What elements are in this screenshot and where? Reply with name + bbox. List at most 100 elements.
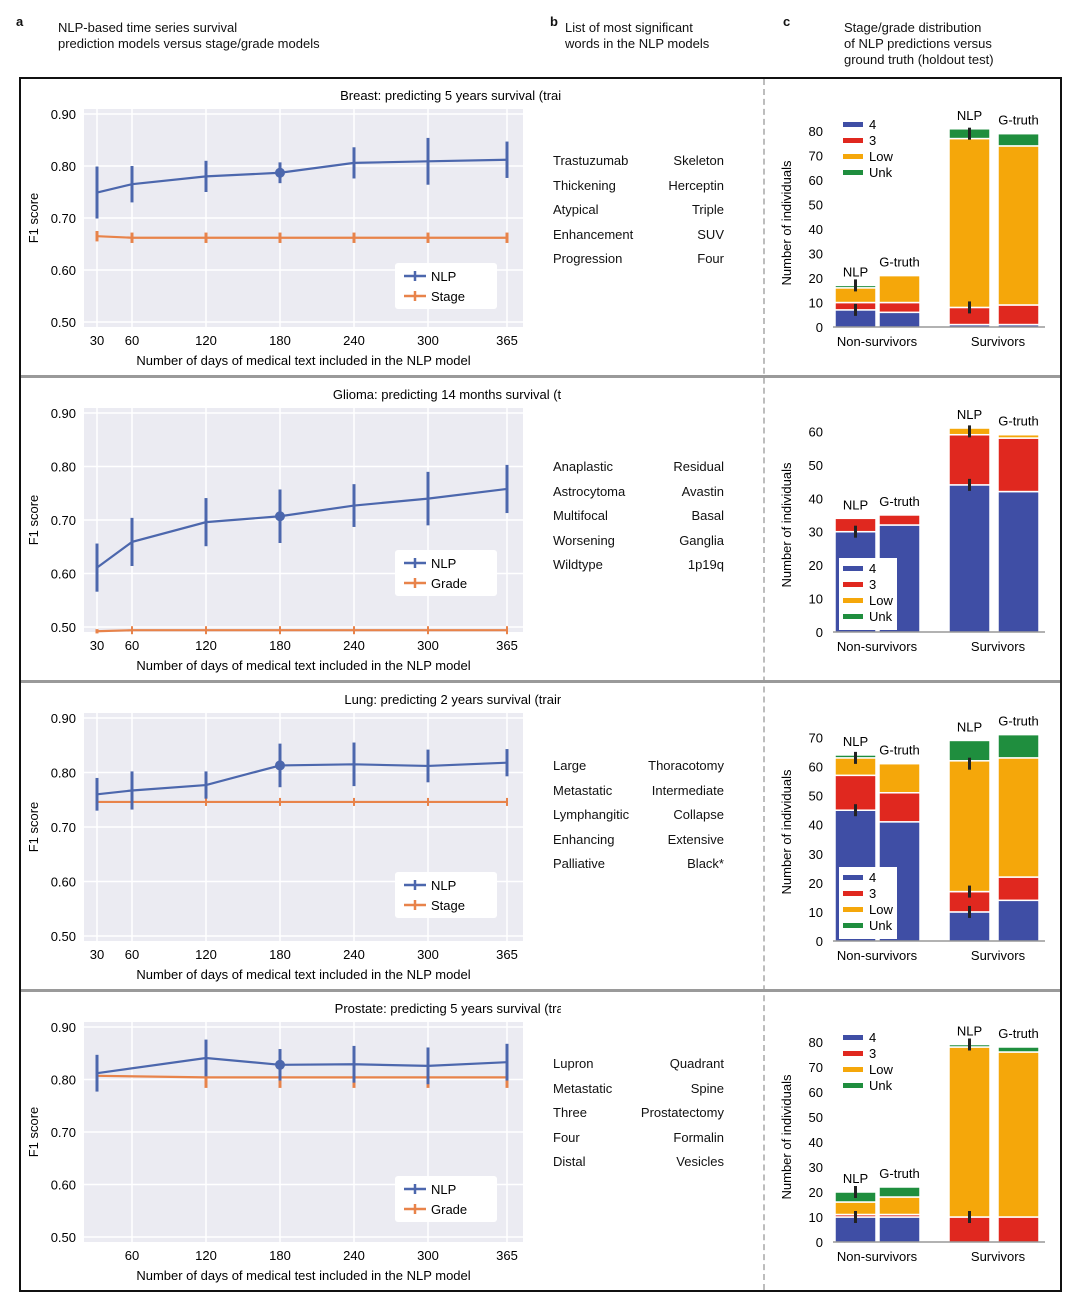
word-list-left-prostate: Lupron Metastatic Three Four Distal (553, 1052, 612, 1175)
row-separator (21, 375, 1060, 378)
legend-label: NLP (431, 269, 456, 284)
x-tick-label: 240 (343, 333, 365, 348)
legend-swatch-4 (843, 1035, 863, 1040)
word-item: Formalin (673, 1129, 724, 1145)
y-tick-label: 10 (809, 592, 823, 607)
row-separator (21, 989, 1060, 992)
stacked-bar-chart-lung: Number of individuals 0 10 20 30 40 50 60 70 NLP G… (779, 714, 1045, 963)
bar-segment-3 (997, 1216, 1040, 1243)
y-tick-label: 0.60 (51, 875, 76, 890)
x-axis-label: Number of days of medical text included … (136, 353, 470, 368)
word-item: Trastuzumab (553, 153, 629, 168)
y-tick-label: 40 (809, 222, 823, 237)
word-list-left-lung: Large Metastatic Lymphangitic Enhancing … (553, 754, 629, 877)
y-tick-label: 50 (809, 1110, 823, 1125)
panel-a-caption: NLP-based time series survival predictio… (58, 20, 320, 52)
y-tick-label: 40 (809, 491, 823, 506)
bar-segment-low (948, 760, 991, 893)
y-axis-label: Number of individuals (779, 462, 794, 588)
y-axis-label: F1 score (26, 1107, 41, 1158)
word-list-right-lung: Thoracotomy Intermediate Collapse Extens… (648, 754, 724, 877)
bar-segment-low (997, 1051, 1040, 1218)
word-list-right-breast: Skeleton Herceptin Triple SUV Four (668, 149, 724, 272)
legend-label: 3 (869, 886, 876, 901)
word-item: Intermediate (651, 782, 724, 798)
panel-c-caption-line1: Stage/grade distribution (844, 20, 982, 35)
category-label: Non-survivors (837, 334, 918, 349)
bar-label-nlp: NLP (843, 734, 868, 749)
legend-label: Grade (431, 1202, 467, 1217)
word-list-left-glioma: Anaplastic Astrocytoma Multifocal Worsen… (553, 455, 625, 578)
x-tick-label: 30 (90, 333, 104, 348)
panel-headers: a NLP-based time series survival predict… (0, 0, 1080, 78)
legend-swatch-4 (843, 566, 863, 571)
x-tick-label: 60 (125, 947, 139, 962)
word-item: Progression (553, 251, 623, 266)
series-line-grade (96, 1074, 507, 1079)
y-tick-label: 0.80 (51, 159, 76, 174)
word-item: Residual (673, 459, 724, 474)
line-chart-glioma: 0.90 0.80 0.70 0.60 0.50 30 60 120 180 240 300 365 G… (26, 387, 561, 673)
legend-label: 3 (869, 133, 876, 148)
y-tick-label: 0.50 (51, 620, 76, 635)
bar-segment-3 (997, 304, 1040, 326)
y-tick-label: 10 (809, 1210, 823, 1225)
word-item: Enhancement (553, 226, 634, 242)
x-tick-label: 365 (496, 333, 518, 348)
y-tick-label: 20 (809, 876, 823, 891)
bar-label-g-truth: G-truth (879, 743, 919, 758)
legend-label: Unk (869, 165, 893, 180)
x-tick-label: 120 (195, 333, 217, 348)
word-item: SUV (697, 226, 724, 242)
y-tick-label: 0.70 (51, 820, 76, 835)
word-item: 1p19q (687, 557, 724, 572)
y-tick-label: 40 (809, 818, 823, 833)
word-item: Lupron (553, 1056, 594, 1071)
row-glioma: 0.90 0.80 0.70 0.60 0.50 30 60 120 180 240 300 365 G… (21, 378, 1060, 680)
chart-title: Lung: predicting 2 years survival (train… (344, 692, 561, 707)
category-label: Non-survivors (837, 639, 918, 654)
x-axis-label: Number of days of medical test included … (136, 1268, 470, 1283)
legend-swatch-3 (843, 582, 863, 587)
y-tick-label: 70 (809, 149, 823, 164)
y-tick-label: 60 (809, 1085, 823, 1100)
y-tick-label: 20 (809, 1185, 823, 1200)
x-tick-label: 180 (269, 638, 291, 653)
y-tick-label: 0 (816, 625, 823, 640)
y-tick-label: 0.70 (51, 513, 76, 528)
x-axis-label: Number of days of medical text included … (136, 658, 470, 673)
legend-box (395, 872, 497, 918)
data-point-highlight (275, 760, 285, 771)
word-item: Collapse (673, 807, 724, 822)
word-item: Worsening (553, 532, 615, 548)
panel-c-caption: Stage/grade distribution of NLP predicti… (844, 20, 994, 68)
bar-segment-low (878, 762, 921, 794)
legend-label: Grade (431, 576, 467, 591)
chart-title: Glioma: predicting 14 months survival (t… (333, 387, 561, 402)
legend-box (395, 1176, 497, 1222)
y-tick-label: 0.50 (51, 929, 76, 944)
row-lung: 0.90 0.80 0.70 0.60 0.50 30 60 120 180 240 300 365 L… (21, 683, 1060, 989)
word-item: Anaplastic (553, 459, 613, 474)
legend-label: NLP (431, 878, 456, 893)
panel-b-caption-line2: words in the NLP models (565, 36, 710, 51)
panel-divider-dashed (763, 79, 765, 1290)
word-item: Distal (553, 1154, 586, 1169)
bar-label-g-truth: G-truth (879, 1166, 919, 1181)
panel-a-caption-line2: prediction models versus stage/grade mod… (58, 36, 320, 51)
row-breast: 0.90 0.80 0.70 0.60 0.50 30 60 120 180 240 300 365 B… (21, 79, 1060, 375)
legend-box (395, 550, 497, 596)
legend-swatch-low (843, 907, 863, 912)
y-tick-label: 60 (809, 173, 823, 188)
series-line-nlp (96, 1056, 508, 1075)
legend-label: Unk (869, 1078, 893, 1093)
y-tick-label: 0.80 (51, 766, 76, 781)
bar-segment-low (997, 145, 1040, 306)
y-tick-label: 20 (809, 271, 823, 286)
bar-label-nlp: NLP (843, 264, 868, 279)
word-item: Quadrant (669, 1056, 724, 1071)
x-tick-label: 240 (343, 1248, 365, 1263)
bar-segment-low (997, 757, 1040, 878)
y-tick-label: 50 (809, 458, 823, 473)
bar-segment-3 (878, 792, 921, 823)
